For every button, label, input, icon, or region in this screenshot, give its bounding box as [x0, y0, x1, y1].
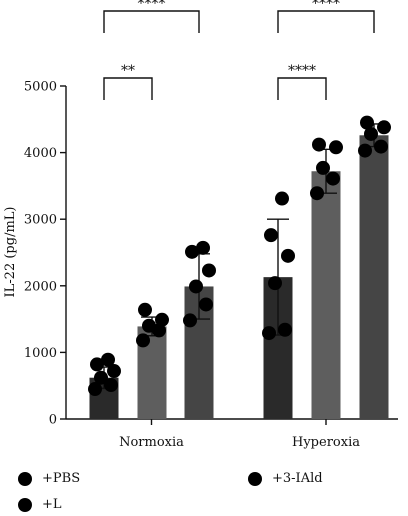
data-point [94, 370, 108, 385]
y-tick-label: 5000 [24, 80, 57, 95]
legend-label-l: +L [42, 497, 62, 512]
data-point [101, 352, 115, 367]
significance-label: **** [312, 0, 340, 12]
data-point [278, 322, 292, 337]
data-point [202, 263, 216, 278]
legend-item-pbs: +PBS [18, 471, 80, 486]
legend-label-pbs: +PBS [42, 471, 81, 486]
y-tick-label: 1000 [24, 346, 57, 361]
legend: +PBS +3-IAld +L [0, 462, 408, 516]
significance-bracket [103, 77, 153, 100]
data-point [312, 137, 326, 152]
data-point [185, 244, 199, 259]
data-point [88, 382, 102, 397]
axes: 0 1000 2000 3000 4000 5000 Normoxia Hyperoxia [24, 80, 398, 450]
x-tick-label: Normoxia [119, 435, 184, 450]
data-point [142, 318, 156, 333]
data-point [358, 143, 372, 158]
data-point [374, 139, 388, 154]
data-point [268, 276, 282, 291]
data-point [377, 120, 391, 135]
y-tick-label: 3000 [24, 213, 57, 228]
legend-item-3-iald: +3-IAld [248, 471, 323, 486]
legend-marker-icon [248, 471, 262, 486]
significance-label: **** [288, 63, 316, 79]
data-point [183, 313, 197, 328]
significance-brackets: ************** [103, 0, 375, 100]
data-point [104, 378, 118, 393]
data-point [316, 160, 330, 175]
y-tick-label: 0 [49, 413, 57, 428]
legend-marker-icon [18, 497, 32, 512]
data-point [264, 228, 278, 243]
data-point [155, 312, 169, 327]
data-point [364, 126, 378, 141]
data-point [310, 186, 324, 201]
data-point [262, 326, 276, 341]
data-point [136, 333, 150, 348]
bars [89, 135, 389, 419]
legend-item-l: +L [18, 497, 62, 512]
y-tick-label: 2000 [24, 279, 57, 294]
data-point [107, 364, 121, 379]
data-point [199, 297, 213, 312]
legend-label-3-iald: +3-IAld [272, 471, 323, 486]
legend-marker-icon [18, 471, 32, 486]
bar [311, 171, 341, 419]
data-point [196, 240, 210, 255]
data-point [281, 248, 295, 263]
significance-bracket [103, 10, 200, 33]
il22-bar-chart: 0 1000 2000 3000 4000 5000 Normoxia Hyperoxia *… [3, 0, 398, 450]
y-tick-label: 4000 [24, 146, 57, 161]
data-point [90, 357, 104, 372]
data-points [88, 115, 391, 397]
y-axis-label: IL-22 (pg/mL) [3, 207, 18, 298]
x-tick-label: Hyperoxia [292, 435, 360, 450]
significance-bracket [277, 10, 375, 33]
data-point [138, 302, 152, 317]
bar [359, 135, 389, 419]
error-bars [93, 123, 385, 390]
data-point [326, 171, 340, 186]
data-point [275, 191, 289, 206]
significance-bracket [277, 77, 327, 100]
data-point [329, 140, 343, 155]
data-point [189, 279, 203, 294]
data-point [360, 115, 374, 130]
significance-label: **** [138, 0, 166, 12]
significance-label: ** [121, 63, 135, 79]
